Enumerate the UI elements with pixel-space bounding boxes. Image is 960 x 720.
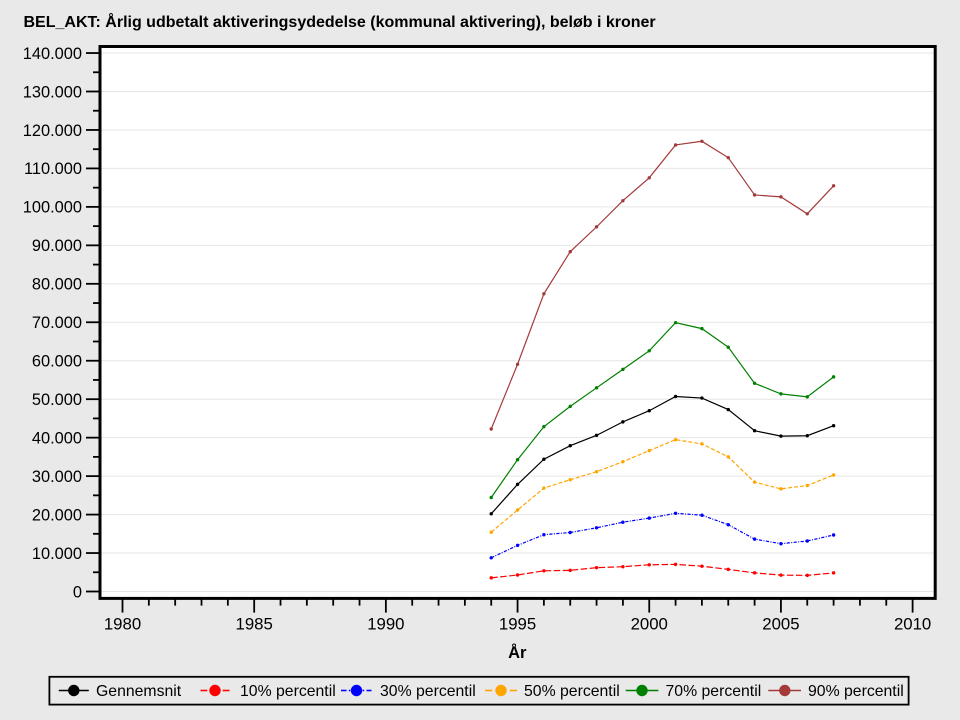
svg-text:110.000: 110.000	[24, 160, 82, 178]
svg-text:140.000: 140.000	[23, 45, 82, 63]
svg-text:Gennemsnit: Gennemsnit	[96, 683, 182, 700]
svg-text:40.000: 40.000	[32, 429, 82, 447]
svg-text:90% percentil: 90% percentil	[808, 683, 904, 700]
svg-text:80.000: 80.000	[32, 276, 82, 294]
svg-text:År: År	[508, 643, 527, 662]
svg-text:30% percentil: 30% percentil	[380, 683, 476, 700]
svg-text:2005: 2005	[762, 614, 799, 633]
svg-text:70% percentil: 70% percentil	[666, 683, 762, 700]
svg-text:20.000: 20.000	[32, 506, 82, 524]
svg-text:90.000: 90.000	[32, 237, 82, 255]
svg-text:BEL_AKT: Årlig udbetalt aktive: BEL_AKT: Årlig udbetalt aktiveringsydede…	[24, 12, 656, 31]
svg-text:10.000: 10.000	[32, 545, 82, 563]
svg-text:50.000: 50.000	[32, 391, 82, 409]
svg-text:2000: 2000	[631, 614, 668, 633]
svg-text:1990: 1990	[367, 614, 404, 633]
svg-text:100.000: 100.000	[23, 199, 82, 217]
svg-text:70.000: 70.000	[32, 314, 82, 332]
svg-text:10% percentil: 10% percentil	[240, 683, 336, 700]
svg-text:60.000: 60.000	[32, 353, 82, 371]
svg-text:2010: 2010	[894, 614, 931, 633]
svg-text:1980: 1980	[104, 614, 141, 633]
svg-text:1995: 1995	[499, 614, 536, 633]
svg-text:130.000: 130.000	[23, 83, 82, 101]
svg-text:1985: 1985	[236, 614, 273, 633]
svg-text:50% percentil: 50% percentil	[524, 683, 620, 700]
svg-text:120.000: 120.000	[23, 122, 82, 140]
svg-text:0: 0	[73, 583, 82, 601]
svg-text:30.000: 30.000	[32, 468, 82, 486]
